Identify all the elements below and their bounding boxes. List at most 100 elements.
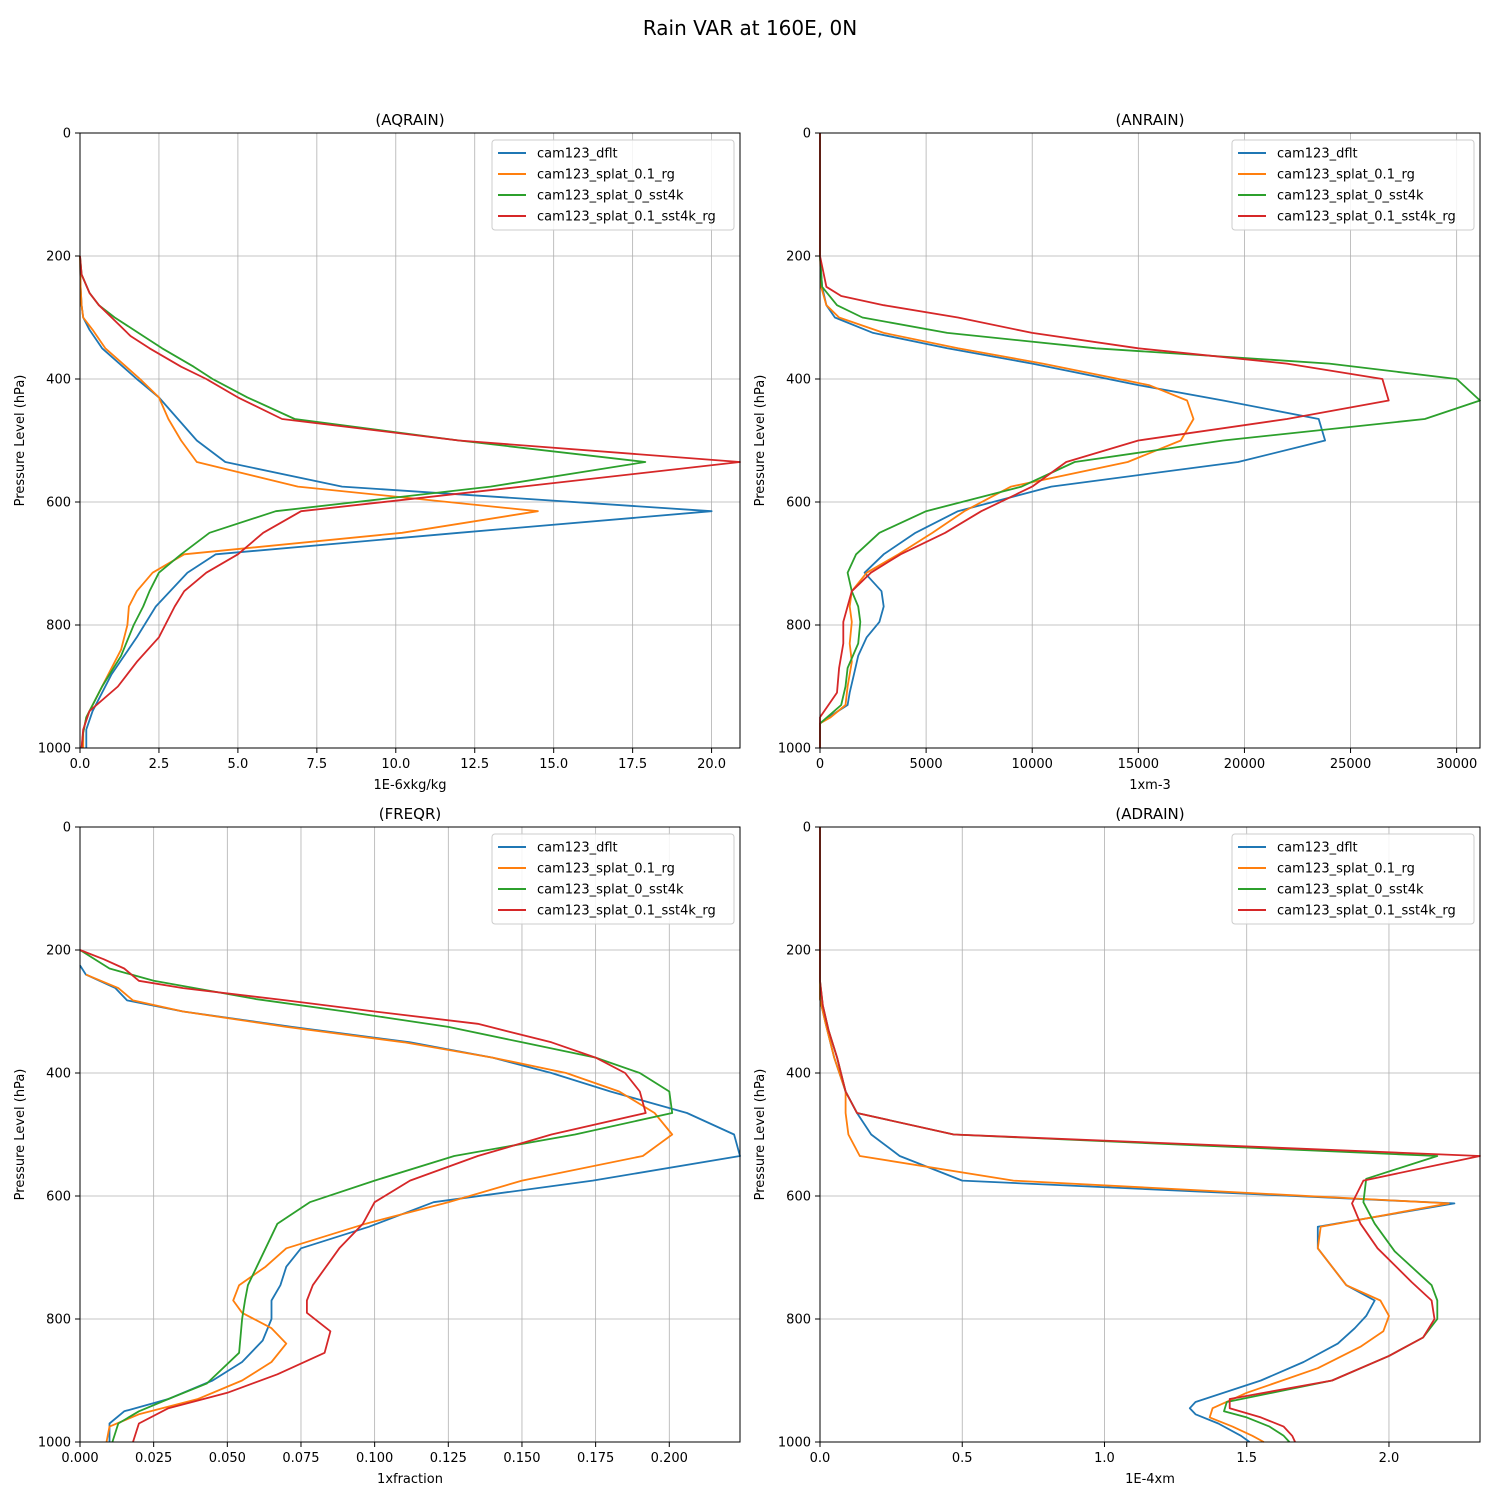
y-axis-label: Pressure Level (hPa) (13, 1069, 28, 1201)
axes-frame (819, 826, 1481, 1443)
x-tick: 5000 (910, 748, 943, 772)
series-line-cam123-splat-0-sst4k (819, 133, 1481, 748)
y-tick-label: 600 (786, 1190, 811, 1205)
x-tick: 15000 (1118, 748, 1159, 772)
x-tick-label: 0.050 (209, 1451, 246, 1466)
series-line-cam123-splat-0-1-rg (819, 133, 1195, 748)
x-tick: 1.5 (1236, 1442, 1257, 1466)
x-tick-label: 0.200 (651, 1451, 688, 1466)
x-tick: 17.5 (618, 748, 647, 772)
series-line-cam123-splat-0-sst4k (79, 949, 674, 1443)
x-tick-label: 2.0 (1379, 1451, 1400, 1466)
y-tick: 400 (786, 1067, 820, 1082)
x-tick-label: 0 (816, 757, 824, 772)
axes-frame (819, 132, 1481, 749)
panel-aqrain: 0.0 2.5 5.0 7.5 10.0 12.5 15.0 17.5 20.0 0 200 400 6… (13, 111, 741, 793)
x-tick: 10000 (1012, 748, 1053, 772)
x-tick: 10.0 (381, 748, 410, 772)
legend-box (1231, 833, 1475, 925)
x-tick-label: 0.150 (503, 1451, 540, 1466)
y-tick: 600 (786, 1190, 820, 1205)
x-tick-label: 10.0 (381, 757, 410, 772)
x-tick: 7.5 (306, 748, 327, 772)
y-tick-label: 600 (46, 496, 71, 511)
series-line-cam123-splat-0-sst4k (79, 255, 647, 749)
x-tick-label: 5.0 (228, 757, 249, 772)
legend-label-cam123-splat-0-1-rg: cam123_splat_0.1_rg (537, 168, 675, 183)
x-tick: 2.5 (149, 748, 169, 772)
y-tick-label: 1000 (38, 1436, 71, 1451)
x-tick-label: 20000 (1224, 757, 1265, 772)
figure-title: Rain VAR at 160E, 0N (642, 16, 858, 40)
legend: cam123_dflt cam123_splat_0.1_rg cam123_spl… (491, 139, 735, 231)
x-tick-label: 0.0 (70, 757, 91, 772)
y-tick-label: 800 (46, 619, 71, 634)
y-tick: 600 (786, 496, 820, 511)
x-tick: 12.5 (460, 748, 489, 772)
legend-label-cam123-splat-0-sst4k: cam123_splat_0_sst4k (537, 189, 684, 204)
legend-box (491, 833, 735, 925)
series-line-cam123-dflt (79, 964, 741, 1442)
x-tick: 2.0 (1379, 1442, 1400, 1466)
panel-adrain: 0.0 0.5 1.0 1.5 2.0 0 200 400 600 800 1000 (ADRAIN)… (753, 805, 1481, 1487)
y-tick-label: 0 (63, 127, 71, 142)
x-tick-label: 0.100 (356, 1451, 393, 1466)
y-tick: 200 (786, 944, 820, 959)
x-tick: 0.125 (430, 1442, 467, 1466)
x-tick-label: 1.5 (1236, 1451, 1257, 1466)
y-tick-label: 1000 (778, 742, 811, 757)
legend-label-cam123-splat-0-1-sst4k-rg: cam123_splat_0.1_sst4k_rg (537, 904, 716, 919)
x-tick: 30000 (1436, 748, 1477, 772)
legend-label-cam123-dflt: cam123_dflt (537, 147, 618, 162)
y-tick-label: 400 (46, 1067, 71, 1082)
x-tick: 5.0 (228, 748, 249, 772)
axes-frame (79, 826, 741, 1443)
y-tick: 600 (46, 496, 80, 511)
series-line-cam123-splat-0-1-rg (85, 973, 674, 1443)
x-tick: 0.150 (503, 1442, 541, 1466)
x-axis-label: 1xm-3 (1129, 778, 1171, 793)
x-tick-label: 17.5 (618, 757, 647, 772)
y-tick-label: 400 (46, 373, 71, 388)
legend-label-cam123-splat-0-1-sst4k-rg: cam123_splat_0.1_sst4k_rg (537, 210, 716, 225)
legend-label-cam123-splat-0-sst4k: cam123_splat_0_sst4k (1277, 189, 1424, 204)
x-tick-label: 30000 (1436, 757, 1477, 772)
x-tick-label: 1.0 (1094, 1451, 1115, 1466)
y-tick: 800 (786, 619, 820, 634)
y-tick-label: 1000 (38, 742, 71, 757)
x-tick-label: 0.0 (810, 1451, 831, 1466)
x-tick: 0.100 (356, 1442, 393, 1466)
x-axis-label: 1xfraction (377, 1472, 443, 1487)
x-tick-label: 0.175 (577, 1451, 614, 1466)
x-axis-label: 1E-6xkg/kg (373, 778, 446, 793)
y-tick: 400 (786, 373, 820, 388)
y-tick: 0 (63, 127, 80, 142)
axes-frame (79, 132, 741, 749)
legend-label-cam123-splat-0-1-rg: cam123_splat_0.1_rg (537, 862, 675, 877)
x-tick-label: 15000 (1118, 757, 1159, 772)
x-tick: 0.075 (282, 1442, 320, 1466)
x-tick: 25000 (1330, 748, 1371, 772)
y-tick-label: 600 (786, 496, 811, 511)
x-tick-label: 20.0 (697, 757, 726, 772)
legend-label-cam123-splat-0-1-sst4k-rg: cam123_splat_0.1_sst4k_rg (1277, 904, 1456, 919)
x-tick: 0 (816, 748, 824, 772)
y-tick-label: 0 (63, 821, 71, 836)
x-tick: 0.0 (810, 1442, 831, 1466)
panel-anrain: 0 5000 10000 15000 20000 25000 30000 0 200 400 600… (753, 111, 1481, 793)
y-tick: 800 (46, 1313, 80, 1328)
x-tick: 0.0 (70, 748, 91, 772)
y-tick: 1000 (778, 1436, 820, 1451)
y-tick-label: 400 (786, 373, 811, 388)
x-tick: 20.0 (697, 748, 726, 772)
x-tick-label: 25000 (1330, 757, 1371, 772)
y-tick: 200 (786, 250, 820, 265)
legend: cam123_dflt cam123_splat_0.1_rg cam123_spl… (1231, 139, 1475, 231)
x-tick-label: 0.000 (61, 1451, 98, 1466)
x-tick: 0.025 (135, 1442, 172, 1466)
y-tick: 600 (46, 1190, 80, 1205)
x-tick-label: 0.025 (135, 1451, 172, 1466)
series-line-cam123-dflt (819, 133, 1326, 748)
x-tick: 0.000 (61, 1442, 99, 1466)
